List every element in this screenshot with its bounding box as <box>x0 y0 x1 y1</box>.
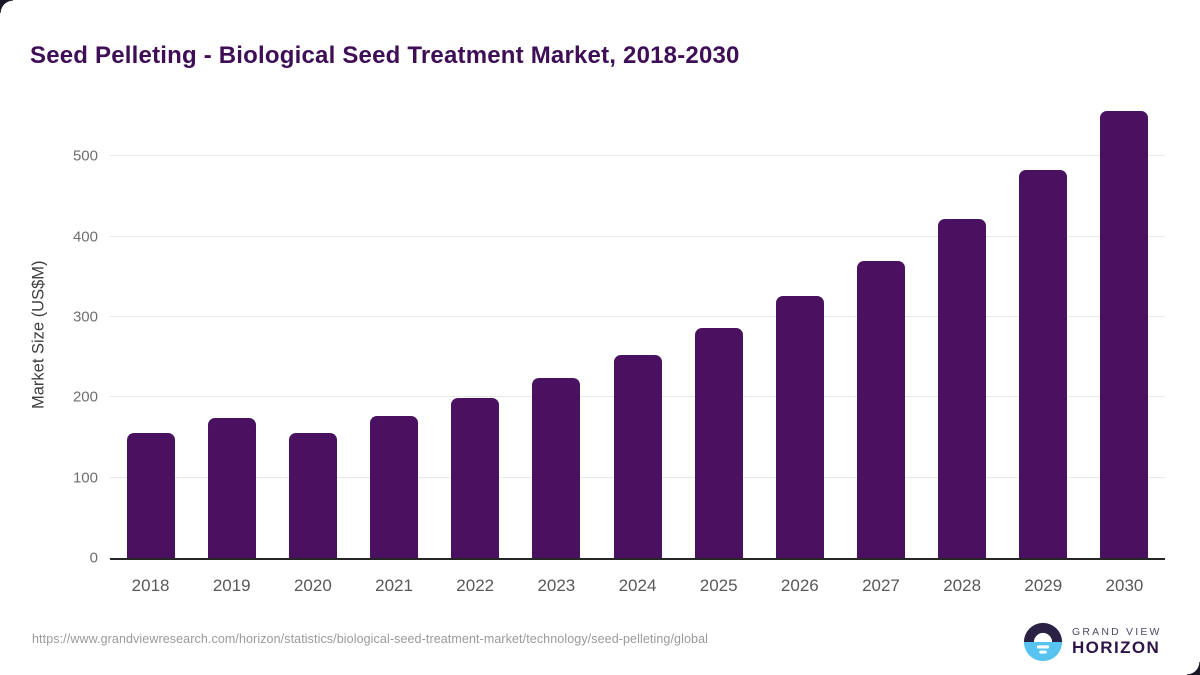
corner-mark-top-left <box>0 0 13 13</box>
brand-name: GRAND VIEW HORIZON <box>1072 626 1162 658</box>
bar-group-2024: 2024 <box>597 110 678 595</box>
brand-name-bottom: HORIZON <box>1072 638 1161 658</box>
bar-2024 <box>613 354 662 558</box>
bar-group-2026: 2026 <box>759 110 840 595</box>
plot-area: 2018 2019 2020 2021 2022 2023 2024 2025 2026 2027… <box>73 110 1165 595</box>
y-tick-label-300: 300 <box>72 308 98 326</box>
page-title: Seed Pelleting - Biological Seed Treatme… <box>30 42 740 70</box>
bar-group-2027: 2027 <box>840 110 921 595</box>
brand-name-top: GRAND VIEW <box>1072 626 1162 639</box>
bar-2019 <box>207 418 256 558</box>
bar-group-2028: 2028 <box>922 110 1003 595</box>
y-axis-title: Market Size (US$M) <box>29 260 48 410</box>
x-tick-label-2021: 2021 <box>375 576 413 595</box>
x-tick-label-2027: 2027 <box>862 576 900 595</box>
x-tick-label-2023: 2023 <box>537 576 576 595</box>
gridline-500 <box>110 155 1165 157</box>
bar-2021 <box>370 415 419 558</box>
bar-2022 <box>451 398 500 558</box>
x-tick-label-2020: 2020 <box>293 576 332 595</box>
bar-group-2019: 2019 <box>191 110 272 595</box>
x-tick-label-2018: 2018 <box>131 576 170 595</box>
bar-group-2020: 2020 <box>272 110 353 595</box>
bar-2018 <box>126 433 175 558</box>
bar-2020 <box>288 433 337 558</box>
bar-group-2022: 2022 <box>435 110 516 595</box>
y-tick-label-400: 400 <box>72 228 98 246</box>
y-tick-label-500: 500 <box>72 147 98 165</box>
bar-group-2021: 2021 <box>353 110 434 595</box>
x-tick-label-2026: 2026 <box>780 576 819 595</box>
bar-2030 <box>1100 111 1149 558</box>
gridline-300 <box>110 315 1165 317</box>
y-tick-label-100: 100 <box>72 469 98 487</box>
x-tick-label-2024: 2024 <box>618 576 657 595</box>
corner-mark-bottom-right <box>1187 662 1200 675</box>
brand-logo: GRAND VIEW HORIZON <box>1022 620 1162 664</box>
x-tick-label-2022: 2022 <box>456 576 495 595</box>
horizon-sunrise-icon <box>1022 621 1064 663</box>
bar-2029 <box>1019 169 1068 558</box>
bar-2025 <box>694 328 743 558</box>
y-tick-label-200: 200 <box>72 388 98 406</box>
source-url: https://www.grandviewresearch.com/horizo… <box>32 632 709 646</box>
bar-2026 <box>775 296 824 558</box>
bar-group-2029: 2029 <box>1003 110 1084 595</box>
bar-group-2023: 2023 <box>516 110 597 595</box>
bar-2023 <box>532 378 581 558</box>
x-tick-label-2029: 2029 <box>1024 576 1063 595</box>
bar-group-2025: 2025 <box>678 110 759 595</box>
x-tick-label-2025: 2025 <box>699 576 738 595</box>
x-tick-label-2019: 2019 <box>212 576 251 595</box>
x-tick-label-2030: 2030 <box>1105 576 1144 595</box>
bar-2027 <box>856 261 905 558</box>
bar-2028 <box>938 218 987 558</box>
gridline-400 <box>110 235 1165 237</box>
y-tick-label-0: 0 <box>89 549 98 567</box>
bar-group-2030: 2030 <box>1084 110 1165 595</box>
bars-row: 2018 2019 2020 2021 2022 2023 2024 2025 2026 2027… <box>110 110 1165 595</box>
bar-group-2018: 2018 <box>110 110 191 595</box>
x-tick-label-2028: 2028 <box>943 576 982 595</box>
